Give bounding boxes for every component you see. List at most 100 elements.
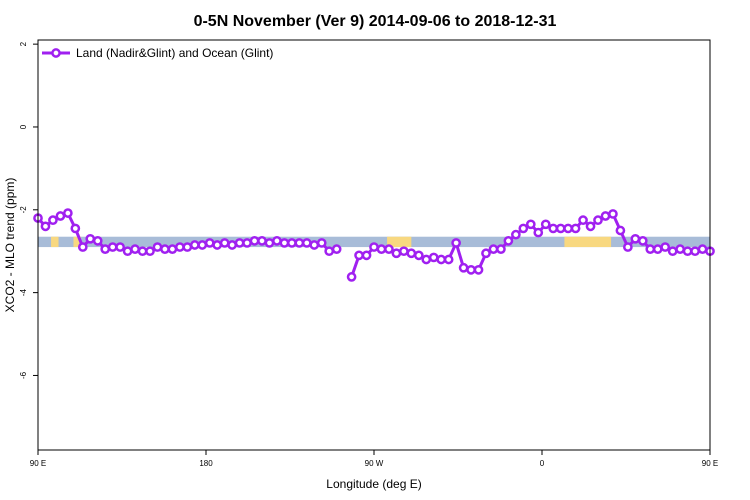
data-point	[675, 244, 685, 254]
data-point	[555, 223, 566, 234]
data-point	[593, 215, 603, 226]
data-point	[384, 244, 394, 254]
data-point	[152, 242, 163, 252]
data-point	[682, 246, 693, 257]
data-point	[361, 250, 372, 261]
chart-title: 0-5N November (Ver 9) 2014-09-06 to 2018…	[194, 13, 557, 30]
data-point	[667, 246, 678, 257]
data-point	[630, 233, 641, 244]
land-band-segment	[51, 236, 59, 248]
data-point	[92, 236, 103, 246]
data-point	[697, 244, 708, 254]
data-point	[85, 233, 96, 244]
data-point	[40, 221, 51, 232]
data-point	[55, 211, 66, 221]
x-tick-label: 0	[540, 459, 545, 468]
data-point	[324, 246, 335, 257]
x-tick-label: 90 W	[365, 459, 384, 468]
legend: Land (Nadir&Glint) and Ocean (Glint)	[42, 46, 273, 60]
data-point	[458, 262, 469, 273]
data-point	[145, 246, 155, 257]
data-point	[563, 223, 573, 234]
data-point	[518, 223, 529, 234]
data-point	[488, 244, 499, 254]
y-axis-label: XCO2 - MLO trend (ppm)	[3, 178, 17, 313]
data-point	[428, 252, 439, 263]
data-point	[249, 236, 260, 246]
data-point	[175, 242, 185, 252]
x-tick-label: 180	[199, 459, 213, 468]
data-point	[608, 209, 618, 219]
data-point	[316, 238, 327, 248]
data-point	[443, 254, 454, 265]
data-point	[503, 236, 514, 246]
x-axis: 90 E 180 90 W 0 90 E	[30, 450, 718, 468]
data-point	[48, 215, 58, 226]
series-layer	[33, 208, 715, 282]
ocean-band	[38, 236, 710, 248]
data-point	[294, 238, 305, 248]
data-point	[346, 272, 357, 282]
y-tick-label: -4	[19, 289, 28, 297]
data-point	[540, 219, 551, 230]
x-tick-label: 90 E	[702, 459, 718, 468]
data-point	[533, 227, 544, 238]
data-point	[257, 236, 267, 246]
data-point	[473, 264, 484, 275]
x-tick-label: 90 E	[30, 459, 46, 468]
y-tick-label: -2	[19, 206, 28, 214]
data-point	[600, 211, 611, 221]
plot-area	[33, 39, 715, 451]
data-point	[466, 264, 476, 275]
data-point	[511, 229, 521, 240]
data-point	[272, 236, 282, 246]
data-point	[287, 238, 297, 248]
data-point	[279, 238, 290, 248]
data-point	[421, 254, 432, 265]
data-point	[436, 254, 447, 265]
data-point	[137, 246, 148, 257]
legend-entry-label: Land (Nadir&Glint) and Ocean (Glint)	[76, 46, 273, 60]
data-point	[189, 240, 200, 250]
data-point	[204, 238, 215, 248]
data-point	[219, 238, 230, 248]
data-point	[615, 225, 626, 236]
data-point	[645, 244, 656, 254]
data-point	[369, 242, 379, 252]
data-point	[399, 246, 409, 257]
data-point	[242, 238, 252, 248]
data-point	[637, 236, 648, 246]
data-point	[660, 242, 671, 252]
y-axis: 2 0 -2 -4 -6	[19, 41, 38, 379]
data-point	[227, 240, 237, 250]
data-point	[548, 223, 559, 234]
data-point	[496, 244, 506, 254]
data-point	[182, 242, 193, 252]
data-point	[197, 240, 208, 250]
data-point	[77, 242, 88, 252]
band-layer	[38, 236, 710, 248]
data-point	[167, 244, 178, 254]
data-point	[525, 219, 536, 230]
y-tick-label: 2	[19, 41, 28, 46]
data-point	[406, 248, 417, 259]
data-point	[623, 242, 633, 252]
data-point	[578, 215, 588, 226]
data-point	[690, 246, 700, 257]
data-point	[100, 244, 111, 254]
land-band-segment	[73, 236, 81, 248]
x-axis-label: Longitude (deg E)	[326, 477, 421, 491]
data-point	[264, 238, 275, 248]
data-point	[234, 238, 245, 248]
data-point	[413, 250, 424, 261]
data-point	[376, 244, 387, 254]
data-point	[63, 208, 73, 218]
data-point	[331, 244, 342, 254]
data-point	[570, 223, 581, 234]
y-tick-label: 0	[19, 124, 28, 129]
data-point	[354, 250, 364, 261]
data-point	[130, 244, 140, 254]
data-point	[391, 248, 402, 259]
data-point	[309, 240, 320, 250]
data-point	[70, 223, 81, 234]
